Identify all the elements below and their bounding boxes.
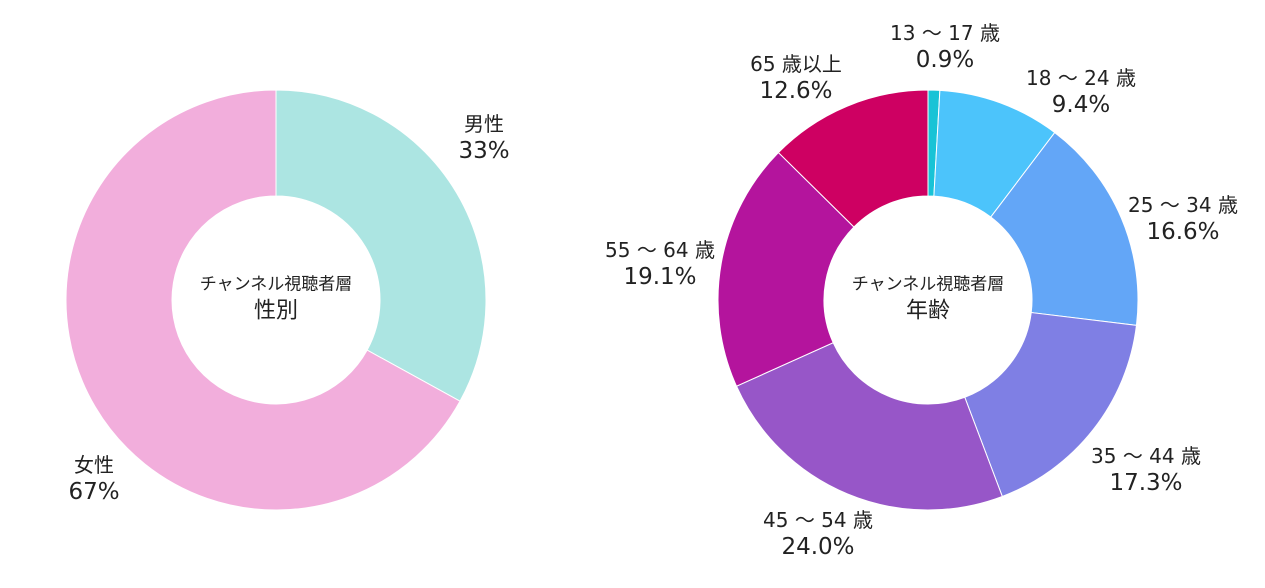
- slice-label-18-24-name: 18 〜 24 歳: [1026, 66, 1136, 90]
- slice-label-18-24: 18 〜 24 歳 9.4%: [1026, 66, 1136, 120]
- slice-label-18-24-value: 9.4%: [1051, 92, 1111, 118]
- donut-slice-1-2: [990, 131, 1139, 326]
- slice-label-45-54-name: 45 〜 54 歳: [763, 508, 873, 532]
- gender-center-title: チャンネル視聴者層: [199, 274, 353, 295]
- slice-label-female: 女性 67%: [68, 453, 119, 507]
- age-donut: [717, 89, 1139, 511]
- gender-center-label: チャンネル視聴者層 性別: [200, 274, 353, 327]
- slice-label-13-17: 13 〜 17 歳 0.9%: [890, 21, 1000, 75]
- donut-slice-1-4: [735, 342, 1003, 511]
- slice-label-55-64-name: 55 〜 64 歳: [605, 238, 715, 262]
- slice-label-25-34-name: 25 〜 34 歳: [1128, 193, 1238, 217]
- donut-slice-1-3: [964, 312, 1138, 498]
- slice-label-35-44-value: 17.3%: [1109, 470, 1183, 496]
- slice-label-male: 男性 33%: [458, 112, 509, 166]
- slice-label-65-plus-value: 12.6%: [759, 78, 833, 104]
- slice-label-25-34: 25 〜 34 歳 16.6%: [1128, 193, 1238, 247]
- donut-slice-0-1: [65, 89, 461, 511]
- slice-label-35-44: 35 〜 44 歳 17.3%: [1091, 444, 1201, 498]
- slice-label-13-17-value: 0.9%: [915, 47, 975, 73]
- slice-label-35-44-name: 35 〜 44 歳: [1091, 444, 1201, 468]
- age-center-subtitle: 年齢: [905, 298, 950, 324]
- slice-label-45-54-value: 24.0%: [781, 534, 855, 560]
- slice-label-45-54: 45 〜 54 歳 24.0%: [763, 508, 873, 562]
- slice-label-55-64: 55 〜 64 歳 19.1%: [605, 238, 715, 292]
- gender-donut: [65, 89, 487, 511]
- donut-slice-0-0: [275, 89, 487, 402]
- slice-label-female-value: 67%: [68, 479, 120, 505]
- donut-slice-1-6: [777, 89, 929, 228]
- gender-center-subtitle: 性別: [253, 298, 298, 324]
- slice-label-65-plus: 65 歳以上 12.6%: [750, 52, 842, 106]
- slice-label-65-plus-name: 65 歳以上: [750, 52, 842, 76]
- donut-slice-1-5: [717, 151, 855, 387]
- slice-label-13-17-name: 13 〜 17 歳: [890, 21, 1000, 45]
- slice-label-55-64-value: 19.1%: [623, 264, 697, 290]
- slice-label-female-name: 女性: [74, 453, 114, 477]
- age-center-title: チャンネル視聴者層: [851, 274, 1005, 295]
- age-center-label: チャンネル視聴者層 年齢: [852, 274, 1005, 327]
- slice-label-male-value: 33%: [458, 138, 510, 164]
- slice-label-male-name: 男性: [464, 112, 504, 136]
- slice-label-25-34-value: 16.6%: [1146, 219, 1220, 245]
